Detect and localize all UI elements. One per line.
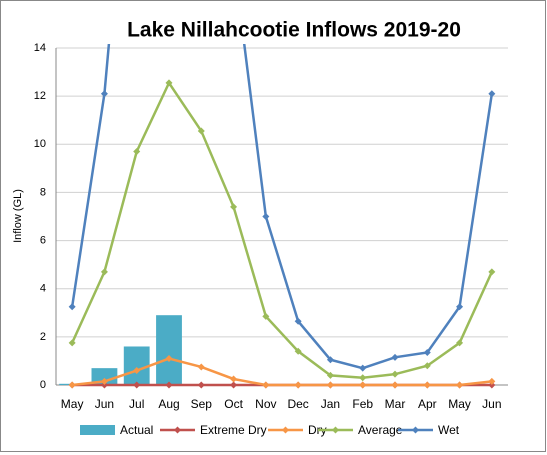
point bbox=[165, 355, 173, 363]
y-tick-label: 2 bbox=[40, 331, 46, 343]
x-tick-label: Apr bbox=[418, 397, 437, 411]
x-tick-label: Oct bbox=[224, 397, 243, 411]
point bbox=[230, 381, 238, 389]
point bbox=[68, 339, 76, 347]
point bbox=[100, 268, 108, 276]
legend-swatch bbox=[412, 426, 419, 434]
point bbox=[359, 381, 367, 389]
point bbox=[294, 381, 302, 389]
point bbox=[133, 367, 141, 375]
point bbox=[456, 381, 464, 389]
legend-label: Average bbox=[358, 423, 403, 437]
x-tick-label: Dec bbox=[287, 397, 308, 411]
point bbox=[197, 127, 205, 135]
bar bbox=[91, 368, 118, 385]
x-tick-label: Aug bbox=[158, 397, 179, 411]
point bbox=[262, 213, 270, 220]
point bbox=[488, 381, 496, 389]
point bbox=[423, 349, 431, 357]
point bbox=[488, 268, 496, 276]
point bbox=[165, 79, 173, 87]
point bbox=[68, 303, 76, 311]
point bbox=[100, 90, 108, 98]
y-tick-label: 12 bbox=[34, 90, 46, 102]
legend-swatch bbox=[80, 425, 115, 435]
y-tick-label: 0 bbox=[40, 379, 46, 391]
x-tick-label: Mar bbox=[385, 397, 406, 411]
point bbox=[294, 347, 302, 355]
point bbox=[197, 363, 205, 371]
point bbox=[391, 353, 399, 361]
point bbox=[423, 362, 431, 370]
y-tick-label: 4 bbox=[40, 283, 46, 295]
bar bbox=[123, 346, 150, 385]
y-tick-label: 14 bbox=[34, 42, 46, 54]
legend-swatch bbox=[174, 426, 181, 434]
point bbox=[230, 375, 238, 383]
x-tick-label: Jun bbox=[482, 397, 501, 411]
point bbox=[262, 381, 270, 389]
point bbox=[326, 356, 334, 364]
x-tick-label: Jul bbox=[129, 397, 144, 411]
series-line bbox=[72, 357, 492, 387]
legend-label: Dry bbox=[308, 423, 327, 437]
bar bbox=[156, 315, 182, 385]
point bbox=[133, 148, 141, 156]
x-tick-label: Jun bbox=[95, 397, 114, 411]
x-tick-label: Jan bbox=[321, 397, 340, 411]
point bbox=[359, 364, 367, 372]
legend-label: Wet bbox=[438, 423, 460, 437]
x-tick-label: Nov bbox=[255, 397, 276, 411]
x-tick-label: May bbox=[448, 397, 471, 411]
point bbox=[326, 381, 334, 389]
point bbox=[133, 381, 141, 389]
point bbox=[100, 381, 108, 389]
legend-swatch bbox=[332, 426, 339, 434]
point bbox=[359, 374, 367, 382]
legend-swatch bbox=[282, 426, 289, 434]
x-tick-label: Sep bbox=[191, 397, 213, 411]
x-tick-label: Feb bbox=[352, 397, 373, 411]
point bbox=[488, 377, 496, 385]
legend-label: Extreme Dry bbox=[200, 423, 267, 437]
series-line bbox=[71, 80, 493, 380]
point bbox=[262, 312, 270, 320]
point bbox=[423, 381, 431, 389]
point bbox=[294, 317, 302, 325]
y-tick-label: 6 bbox=[40, 234, 46, 246]
point bbox=[456, 303, 464, 311]
point bbox=[100, 377, 108, 385]
point bbox=[391, 381, 399, 389]
series-line bbox=[70, 44, 494, 370]
y-tick-label: 10 bbox=[34, 138, 46, 150]
point bbox=[391, 370, 399, 378]
point bbox=[326, 371, 334, 379]
point bbox=[197, 381, 205, 389]
plot-area bbox=[59, 44, 496, 389]
x-tick-label: May bbox=[61, 397, 84, 411]
point bbox=[68, 381, 76, 389]
y-tick-label: 8 bbox=[40, 186, 46, 198]
point bbox=[230, 203, 238, 211]
y-axis-label: Inflow (GL) bbox=[12, 189, 24, 243]
point bbox=[456, 339, 464, 347]
legend-label: Actual bbox=[120, 423, 153, 437]
chart-title: Lake Nillahcootie Inflows 2019-20 bbox=[127, 19, 461, 42]
point bbox=[488, 90, 496, 98]
point bbox=[165, 381, 173, 389]
